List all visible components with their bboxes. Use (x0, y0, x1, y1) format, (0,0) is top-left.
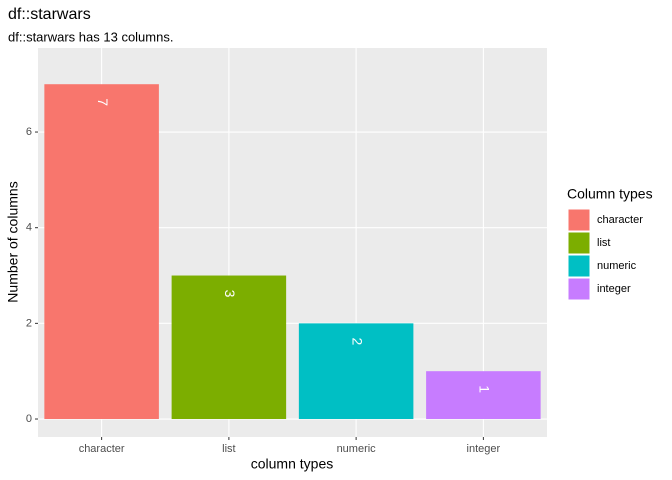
legend-swatch (567, 208, 591, 232)
legend-label: numeric (597, 260, 637, 272)
y-tick-label: 2 (26, 317, 32, 329)
legend-swatch (567, 277, 591, 301)
bar (171, 275, 287, 420)
value-label: 3 (222, 290, 238, 298)
x-axis-label: column types (251, 456, 333, 472)
x-tick-label: integer (467, 443, 501, 455)
bar (298, 323, 414, 420)
y-tick-label: 4 (26, 222, 32, 234)
x-tick-label: character (79, 443, 125, 455)
y-axis-label: Number of columns (5, 181, 21, 302)
x-tick-label: list (222, 443, 235, 455)
bar (426, 371, 541, 420)
legend-swatch (567, 254, 591, 278)
legend-label: character (597, 214, 643, 226)
value-label: 2 (349, 337, 365, 345)
legend-label: list (597, 237, 610, 249)
chart-title: df::starwars (8, 6, 91, 23)
value-label: 7 (95, 98, 111, 106)
bar (44, 84, 159, 420)
value-label: 1 (477, 385, 493, 393)
legend-swatch (567, 231, 591, 255)
y-tick-label: 6 (26, 126, 32, 138)
x-tick-label: numeric (337, 443, 377, 455)
chart-subtitle: df::starwars has 13 columns. (8, 29, 173, 44)
y-tick-label: 0 (26, 413, 32, 425)
legend-label: integer (597, 283, 631, 295)
legend-title: Column types (567, 186, 653, 202)
